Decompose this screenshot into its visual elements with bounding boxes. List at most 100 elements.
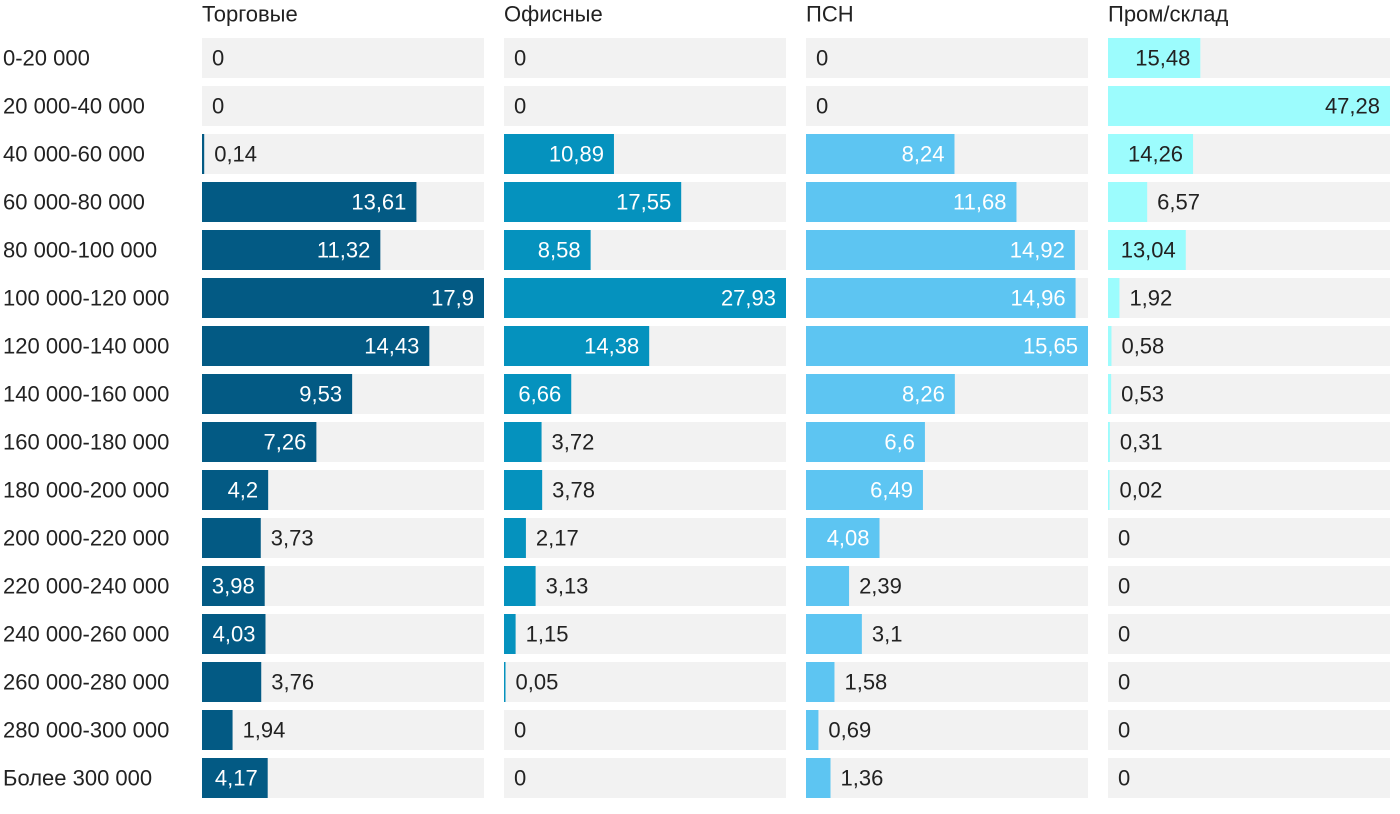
value-label-2-13: 1,15 [526, 622, 569, 647]
value-label-3-3: 8,24 [902, 142, 945, 167]
bar-track [504, 86, 786, 126]
value-label-4-6: 1,92 [1129, 286, 1172, 311]
category-label-4: 60 000-80 000 [3, 190, 145, 215]
value-label-3-11: 4,08 [827, 526, 870, 551]
value-label-2-1: 0 [514, 46, 526, 71]
bar-track [806, 710, 1088, 750]
bar-1-13 [202, 614, 266, 654]
bar-track [1108, 614, 1390, 654]
bar-track [806, 566, 1088, 606]
value-label-3-7: 15,65 [1023, 334, 1078, 359]
bar-4-9 [1108, 422, 1110, 462]
category-label-5: 80 000-100 000 [3, 238, 157, 263]
series-title-4: Пром/склад [1108, 2, 1228, 27]
bar-2-14 [504, 662, 506, 702]
value-label-4-3: 14,26 [1128, 142, 1183, 167]
category-label-16: Более 300 000 [3, 766, 152, 791]
bar-4-8 [1108, 374, 1112, 414]
bar-track [504, 710, 786, 750]
category-label-14: 260 000-280 000 [3, 670, 169, 695]
bar-track [1108, 758, 1390, 798]
bar-1-8 [202, 374, 353, 414]
value-label-2-9: 3,72 [552, 430, 595, 455]
value-label-1-7: 14,43 [364, 334, 419, 359]
bar-1-6 [202, 278, 484, 318]
bar-1-15 [202, 710, 233, 750]
value-label-1-10: 4,2 [228, 478, 259, 503]
value-label-4-11: 0 [1118, 526, 1130, 551]
value-label-2-3: 10,89 [549, 142, 604, 167]
value-label-1-3: 0,14 [214, 142, 257, 167]
bar-track [1108, 518, 1390, 558]
bar-3-16 [806, 758, 831, 798]
value-label-1-16: 4,17 [215, 766, 258, 791]
value-label-3-9: 6,6 [884, 430, 915, 455]
value-label-2-10: 3,78 [552, 478, 595, 503]
bar-track [504, 470, 786, 510]
bar-track [202, 134, 484, 174]
value-label-1-11: 3,73 [271, 526, 314, 551]
bar-4-1 [1108, 38, 1201, 78]
bar-3-8 [806, 374, 955, 414]
value-label-4-1: 15,48 [1135, 46, 1190, 71]
value-label-1-1: 0 [212, 46, 224, 71]
value-label-1-9: 7,26 [264, 430, 307, 455]
value-label-4-14: 0 [1118, 670, 1130, 695]
bar-4-6 [1108, 278, 1120, 318]
bar-3-15 [806, 710, 819, 750]
bar-1-11 [202, 518, 261, 558]
bar-track [202, 710, 484, 750]
value-label-1-13: 4,03 [213, 622, 256, 647]
value-label-3-15: 0,69 [828, 718, 871, 743]
value-label-3-8: 8,26 [902, 382, 945, 407]
bar-3-10 [806, 470, 923, 510]
bar-2-4 [504, 182, 682, 222]
category-label-13: 240 000-260 000 [3, 622, 169, 647]
value-label-3-12: 2,39 [859, 574, 902, 599]
bar-track [504, 662, 786, 702]
bar-3-12 [806, 566, 850, 606]
series-title-2: Офисные [504, 2, 603, 27]
value-label-3-4: 11,68 [953, 190, 1006, 215]
value-label-2-15: 0 [514, 718, 526, 743]
bar-2-13 [504, 614, 516, 654]
value-label-2-2: 0 [514, 94, 526, 119]
bar-4-7 [1108, 326, 1112, 366]
value-label-2-6: 27,93 [721, 286, 776, 311]
value-label-4-8: 0,53 [1121, 382, 1164, 407]
bar-1-12 [202, 566, 265, 606]
category-label-3: 40 000-60 000 [3, 142, 145, 167]
bar-track [504, 38, 786, 78]
bar-track [806, 38, 1088, 78]
value-label-1-8: 9,53 [299, 382, 342, 407]
bar-track [806, 662, 1088, 702]
category-label-15: 280 000-300 000 [3, 718, 169, 743]
value-label-3-14: 1,58 [844, 670, 887, 695]
value-label-4-2: 47,28 [1325, 94, 1380, 119]
bar-2-12 [504, 566, 536, 606]
category-label-10: 180 000-200 000 [3, 478, 169, 503]
category-label-7: 120 000-140 000 [3, 334, 169, 359]
bar-1-10 [202, 470, 269, 510]
value-label-2-4: 17,55 [616, 190, 671, 215]
bar-1-16 [202, 758, 268, 798]
bar-track [806, 86, 1088, 126]
bar-2-7 [504, 326, 650, 366]
value-label-2-12: 3,13 [546, 574, 589, 599]
category-label-11: 200 000-220 000 [3, 526, 169, 551]
bar-2-6 [504, 278, 786, 318]
bar-track [1108, 374, 1390, 414]
value-label-1-6: 17,9 [431, 286, 474, 311]
bar-track [1108, 326, 1390, 366]
bar-4-5 [1108, 230, 1186, 270]
bar-1-5 [202, 230, 381, 270]
value-label-1-15: 1,94 [243, 718, 286, 743]
value-label-4-13: 0 [1118, 622, 1130, 647]
bar-4-3 [1108, 134, 1194, 174]
bar-3-11 [806, 518, 880, 558]
bar-track [504, 422, 786, 462]
bar-track [1108, 662, 1390, 702]
value-label-2-14: 0,05 [516, 670, 559, 695]
value-label-1-5: 11,32 [317, 238, 370, 263]
bar-1-3 [202, 134, 205, 174]
